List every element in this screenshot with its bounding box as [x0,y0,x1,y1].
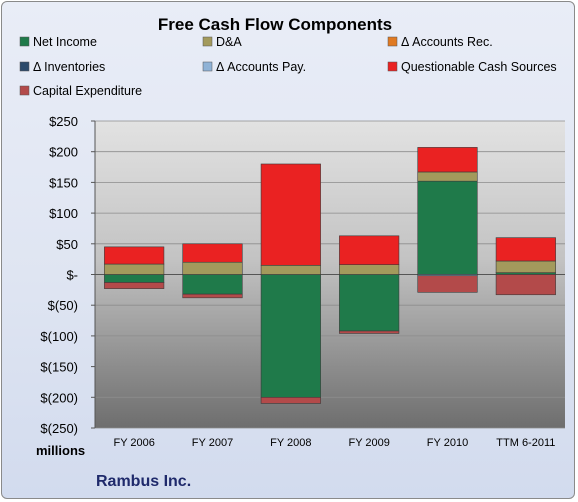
bar-segment [339,264,400,275]
legend-label: Net Income [33,35,97,49]
legend-label: Δ Accounts Pay. [216,60,306,74]
x-tick-label: FY 2010 [427,437,468,449]
y-tick-label: $(250) [40,421,78,436]
y-tick-label: $200 [49,145,78,160]
x-axis-ticks: FY 2006 FY 2007 FY 2008 FY 2009 FY 2010 TTM 6… [113,437,555,449]
bar-segment [104,282,165,289]
bar-segment [104,246,165,265]
x-tick-label: FY 2008 [270,437,311,449]
bar-segment [104,263,165,275]
bar-segment [495,260,556,273]
bars [104,147,556,404]
bar-segment [339,274,400,332]
y-tick-label: $50 [56,237,78,252]
units-label: millions [36,443,85,458]
bar-segment [260,163,321,266]
y-axis-ticks: $250 $200 $150 $100 $50 $- $(50) $(100) $(150) $(… [40,114,78,436]
legend-swatch [387,36,398,47]
x-tick-label: FY 2006 [113,437,154,449]
bar-segment [339,235,400,265]
x-tick-label: TTM 6-2011 [496,437,555,449]
bar-segment [182,274,243,295]
x-tick-label: FY 2009 [348,437,389,449]
bar-segment [417,147,478,173]
y-tick-label: $100 [49,206,78,221]
bar-segment [104,274,165,283]
legend-label: Δ Accounts Rec. [401,35,493,49]
y-tick-label: $(100) [40,329,78,344]
bar-segment [495,274,556,296]
bar-segment [182,293,243,299]
y-tick-label: $(150) [40,360,78,375]
legend-swatch [19,61,30,72]
bar-segment [417,275,478,293]
y-tick-label: $150 [49,175,78,190]
bar-segment [495,237,556,262]
company-name: Rambus Inc. [96,473,191,490]
legend: Net Income D&A Δ Accounts Rec. Δ Inventorie… [19,35,557,98]
y-tick-label: $- [66,268,78,283]
legend-label: Questionable Cash Sources [401,60,557,74]
legend-swatch [19,36,30,47]
y-tick-label: $250 [49,114,78,129]
bar-segment [417,171,478,182]
x-tick-label: FY 2007 [192,437,233,449]
bar-segment [417,180,478,275]
bar-segment [182,261,243,275]
bar-segment [339,330,400,334]
legend-swatch [19,85,30,96]
bar-segment [182,243,243,263]
bar-segment [260,396,321,404]
y-tick-label: $(200) [40,390,78,405]
legend-label: D&A [216,35,242,49]
legend-swatch [202,61,213,72]
legend-label: Δ Inventories [33,60,105,74]
chart-title: Free Cash Flow Components [158,15,392,34]
bar-segment [260,264,321,275]
legend-swatch [387,61,398,72]
y-tick-label: $(50) [48,298,78,313]
gridlines [91,120,565,429]
legend-label: Capital Expenditure [33,84,142,98]
bar-segment [260,274,321,398]
legend-swatch [202,36,213,47]
